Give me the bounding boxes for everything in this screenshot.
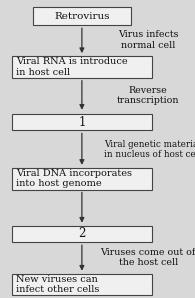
Text: Viruses come out of
the host cell: Viruses come out of the host cell xyxy=(100,248,195,268)
Text: Virus infects
normal cell: Virus infects normal cell xyxy=(118,30,178,50)
FancyBboxPatch shape xyxy=(12,168,152,190)
FancyBboxPatch shape xyxy=(12,114,152,131)
FancyBboxPatch shape xyxy=(12,56,152,78)
FancyBboxPatch shape xyxy=(33,7,131,25)
FancyBboxPatch shape xyxy=(12,226,152,242)
Text: Retrovirus: Retrovirus xyxy=(54,12,110,21)
Text: 1: 1 xyxy=(78,116,86,129)
Text: Viral RNA is introduce
in host cell: Viral RNA is introduce in host cell xyxy=(16,57,127,77)
Text: Viral DNA incorporates
into host genome: Viral DNA incorporates into host genome xyxy=(16,169,132,189)
Text: 2: 2 xyxy=(78,227,86,240)
Text: Viral genetic material
in nucleus of host cell: Viral genetic material in nucleus of hos… xyxy=(104,140,195,159)
FancyBboxPatch shape xyxy=(12,274,152,295)
Text: Reverse
transcription: Reverse transcription xyxy=(117,86,179,105)
Text: New viruses can
infect other cells: New viruses can infect other cells xyxy=(16,275,99,294)
